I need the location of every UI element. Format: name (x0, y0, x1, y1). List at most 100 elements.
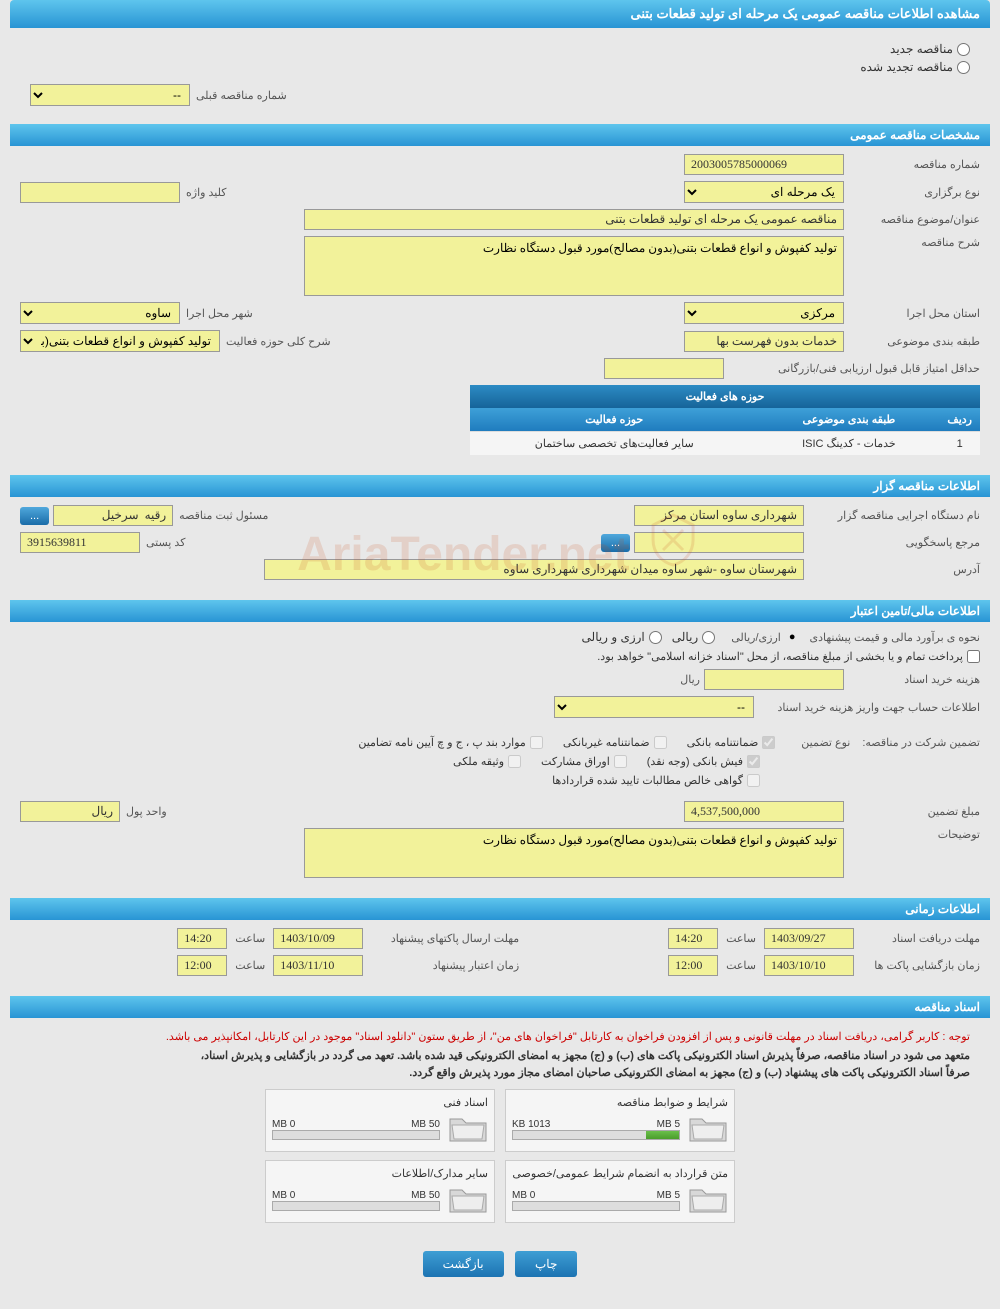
org-name-label: نام دستگاه اجرایی مناقصه گزار (810, 509, 980, 522)
checkbox-bonds[interactable] (614, 755, 627, 768)
checkbox-property[interactable] (508, 755, 521, 768)
prev-tender-select[interactable]: -- (30, 84, 190, 106)
check-receivables[interactable]: گواهی خالص مطالبات تایید شده قراردادها (552, 774, 760, 787)
city-select[interactable]: ساوه (20, 302, 180, 324)
postal-code-input[interactable] (20, 532, 140, 553)
notice-bold-2: صرفاً اسناد الکترونیکی پاکت های پیشنهاد … (20, 1064, 980, 1081)
print-button[interactable]: چاپ (515, 1251, 577, 1277)
section-documents: اسناد مناقصه (10, 996, 990, 1018)
time-label-4: ساعت (235, 959, 265, 972)
guarantee-amount-input[interactable] (684, 801, 844, 822)
tender-number-input[interactable] (684, 154, 844, 175)
checkbox-receivables[interactable] (747, 774, 760, 787)
checkbox-regulation[interactable] (530, 736, 543, 749)
activity-table: حوزه های فعالیت ردیف طبقه بندی موضوعی حو… (470, 385, 980, 455)
file-box-contract[interactable]: متن قرارداد به انضمام شرایط عمومی/خصوصی … (505, 1160, 735, 1223)
doc-fee-unit: ریال (680, 673, 700, 686)
doc-fee-label: هزینه خرید اسناد (850, 673, 980, 686)
radio-renewed-tender-input[interactable] (957, 61, 970, 74)
payment-note-check[interactable]: پرداخت تمام و یا بخشی از مبلغ مناقصه، از… (597, 650, 980, 663)
envelope-send-date[interactable] (273, 928, 363, 949)
keyword-label: کلید واژه (186, 186, 226, 199)
subject-class-input[interactable] (684, 331, 844, 352)
file-box-technical[interactable]: اسناد فنی 50 MB0 MB (265, 1089, 495, 1152)
doc-fee-input[interactable] (704, 669, 844, 690)
activity-th-area: حوزه فعالیت (470, 408, 758, 432)
envelope-open-time[interactable] (668, 955, 718, 976)
prev-tender-label: شماره مناقصه قبلی (196, 89, 287, 102)
activity-cell-num: 1 (939, 432, 980, 456)
check-bank-guarantee[interactable]: ضمانتنامه بانکی (687, 736, 776, 749)
payment-account-select[interactable]: -- (554, 696, 754, 718)
description-textarea[interactable] (304, 236, 844, 296)
check-property[interactable]: وثیقه ملکی (453, 755, 521, 768)
holding-type-select[interactable]: یک مرحله ای (684, 181, 844, 203)
min-eval-label: حداقل امتیاز قابل قبول ارزیابی فنی/بازرگ… (730, 362, 980, 375)
check-bonds[interactable]: اوراق مشارکت (541, 755, 627, 768)
radio-renewed-tender-label: مناقصه تجدید شده (860, 60, 953, 74)
title-input[interactable] (304, 209, 844, 230)
radio-new-tender[interactable]: مناقصه جدید (30, 42, 970, 56)
time-label-3: ساعت (726, 959, 756, 972)
title-label: عنوان/موضوع مناقصه (850, 213, 980, 226)
bid-validity-date[interactable] (273, 955, 363, 976)
register-person-input[interactable] (53, 505, 173, 526)
postal-code-label: کد پستی (146, 536, 185, 549)
section-general-specs: مشخصات مناقصه عمومی (10, 124, 990, 146)
folder-icon (688, 1113, 728, 1145)
folder-icon (448, 1184, 488, 1216)
currency-unit-input[interactable] (20, 801, 120, 822)
estimate-method-label: نحوه ی برآورد مالی و قیمت پیشنهادی (809, 631, 980, 644)
checkbox-cash-slip[interactable] (747, 755, 760, 768)
currency-type-label: ارزی/ریالی (731, 631, 781, 644)
address-label: آدرس (810, 563, 980, 576)
envelope-send-time[interactable] (177, 928, 227, 949)
subject-class-label: طبقه بندی موضوعی (850, 335, 980, 348)
file-box-conditions[interactable]: شرایط و ضوابط مناقصه 5 MB1013 KB (505, 1089, 735, 1152)
file-label-0: شرایط و ضوابط مناقصه (512, 1096, 728, 1109)
radio-new-tender-label: مناقصه جدید (890, 42, 953, 56)
notice-red: توجه : کاربر گرامی، دریافت اسناد در مهلت… (20, 1026, 980, 1047)
checkbox-nonbank-guarantee[interactable] (654, 736, 667, 749)
file-box-other[interactable]: سایر مدارک/اطلاعات 50 MB0 MB (265, 1160, 495, 1223)
checkbox-bank-guarantee[interactable] (762, 736, 775, 749)
address-input[interactable] (264, 559, 804, 580)
radio-new-tender-input[interactable] (957, 43, 970, 56)
folder-icon (448, 1113, 488, 1145)
doc-receipt-time[interactable] (668, 928, 718, 949)
radio-foreign[interactable]: ارزی و ریالی (582, 630, 662, 644)
doc-receipt-date[interactable] (764, 928, 854, 949)
page-title: مشاهده اطلاعات مناقصه عمومی یک مرحله ای … (10, 0, 990, 28)
payment-note-checkbox[interactable] (967, 650, 980, 663)
radio-rial-input[interactable] (702, 631, 715, 644)
file-label-3: سایر مدارک/اطلاعات (272, 1167, 488, 1180)
activity-cell-subject: خدمات - کدینگ ISIC (758, 432, 939, 456)
responder-label: مرجع پاسخگویی (810, 536, 980, 549)
check-cash-slip[interactable]: فیش بانکی (وجه نقد) (647, 755, 760, 768)
activity-scope-label: شرح کلی حوزه فعالیت (226, 335, 331, 348)
keyword-input[interactable] (20, 182, 180, 203)
responder-more-button[interactable]: ... (601, 534, 630, 552)
province-select[interactable]: مرکزی (684, 302, 844, 324)
register-person-more-button[interactable]: ... (20, 507, 49, 525)
check-regulation[interactable]: موارد بند پ ، ج و چ آیین نامه تضامین (358, 736, 542, 749)
org-name-input[interactable] (634, 505, 804, 526)
action-bar: چاپ بازگشت (10, 1239, 990, 1289)
notes-textarea[interactable] (304, 828, 844, 878)
radio-renewed-tender[interactable]: مناقصه تجدید شده (30, 60, 970, 74)
min-eval-input[interactable] (604, 358, 724, 379)
activity-table-title: حوزه های فعالیت (470, 385, 980, 408)
section-financial: اطلاعات مالی/تامین اعتبار (10, 600, 990, 622)
envelope-open-date[interactable] (764, 955, 854, 976)
bid-validity-time[interactable] (177, 955, 227, 976)
folder-icon (688, 1184, 728, 1216)
activity-scope-select[interactable]: تولید کفپوش و انواع قطعات بتنی(بدون مصال… (20, 330, 220, 352)
holding-type-label: نوع برگزاری (850, 186, 980, 199)
radio-foreign-input[interactable] (649, 631, 662, 644)
city-label: شهر محل اجرا (186, 307, 253, 320)
back-button[interactable]: بازگشت (423, 1251, 504, 1277)
radio-rial[interactable]: ریالی (672, 630, 715, 644)
responder-input[interactable] (634, 532, 804, 553)
check-nonbank-guarantee[interactable]: ضمانتنامه غیربانکی (563, 736, 667, 749)
province-label: استان محل اجرا (850, 307, 980, 320)
